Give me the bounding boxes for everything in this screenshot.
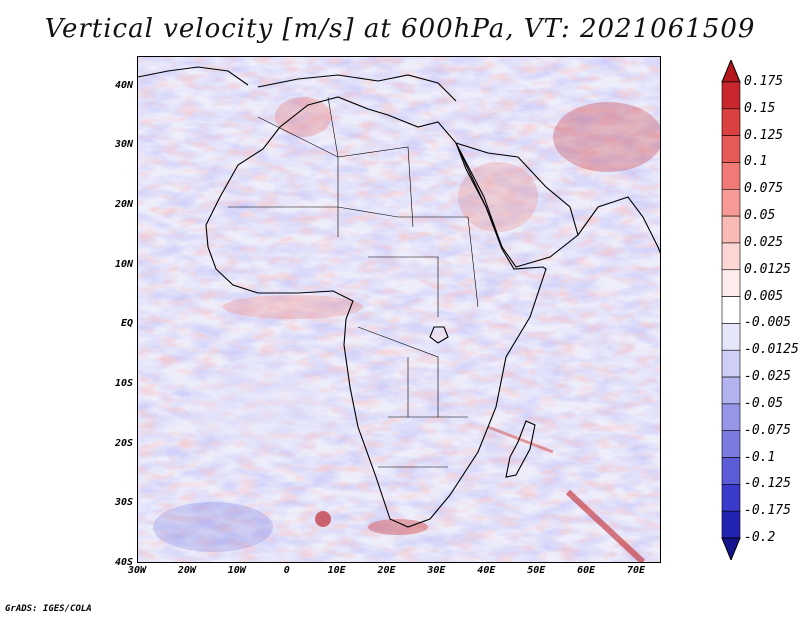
colorbar-tick-label: -0.2 [744,530,776,545]
lat-tick-label: 20N [114,199,133,211]
lat-tick-label: 40S [114,557,133,568]
lat-tick-label: 40N [114,79,133,91]
colorbar-segment [721,81,741,110]
colorbar-segment [721,162,741,190]
strong-velocity-features [153,97,660,562]
colorbar-segment [721,135,741,163]
colorbar-segment [721,242,741,271]
lon-tick-label: 30E [427,565,446,576]
lat-tick-label: EQ [120,318,133,330]
colorbar-segment [721,296,741,324]
lat-tick-label: 30S [114,497,133,509]
velocity-field-map [138,57,660,562]
lon-tick-label: 20E [377,565,396,576]
colorbar-min-arrow [721,537,741,560]
colorbar-max-arrow [721,60,741,83]
colorbar-tick-label: -0.1 [744,449,776,465]
colorbar-tick-label: 0.175 [744,74,784,89]
colorbar-tick-label: -0.0125 [744,342,799,358]
colorbar-segment [721,108,741,136]
colorbar-tick-label: 0.0125 [744,261,791,277]
lon-tick-label: 60E [577,565,596,576]
colorbar-tick-label: -0.075 [744,422,791,438]
country-borders [228,96,479,468]
colorbar-segment [721,323,741,351]
colorbar-tick-label: -0.125 [744,476,791,492]
lon-tick-label: 50E [527,565,546,576]
lake-victoria [429,326,449,344]
upward-velocity-texture [138,57,660,562]
colorbar-segment [721,484,741,512]
colorbar-segment [721,376,741,405]
lon-tick-label: 0 [283,565,290,576]
map-panel [137,56,661,563]
asia-coastline [577,196,660,254]
lat-tick-label: 20S [114,437,133,449]
mediterranean-coast [257,74,457,102]
lat-tick-label: 10S [114,378,133,390]
colorbar-tick-label: 0.075 [744,181,784,197]
arabia-coastline [454,142,579,268]
colorbar-segment [721,349,741,378]
lon-tick-label: 30W [127,565,147,576]
madagascar-coastline [505,420,536,478]
colorbar-tick-label: -0.005 [744,315,791,331]
plot-title: Vertical velocity [m/s] at 600hPa, VT: 2… [44,14,756,44]
colorbar-segment [721,510,741,539]
colorbar-segment [721,403,741,432]
colorbar-tick-label: 0.025 [744,234,784,250]
colorbar-segment [721,457,741,485]
colorbar-tick-label: 0.15 [744,100,776,116]
lon-tick-label: 40E [477,565,496,576]
colorbar-segment [721,430,741,458]
colorbar-tick-label: -0.025 [744,369,791,385]
lon-tick-label: 10E [327,565,346,576]
lon-tick-label: 70E [627,565,646,576]
coastlines [138,66,660,528]
colorbar-tick-label: 0.1 [744,154,768,170]
iberia-coastline [138,66,249,86]
colorbar-segment [721,215,741,244]
lon-tick-label: 20W [177,565,196,576]
lat-tick-label: 30N [114,139,133,151]
lon-tick-label: 10W [227,565,246,576]
africa-coastline [205,96,547,528]
colorbar-tick-label: 0.05 [744,208,776,224]
red-sea [455,142,503,248]
colorbar-tick-label: 0.125 [744,127,784,143]
colorbar-segment [721,188,741,217]
colorbar-tick-label: 0.005 [744,288,784,304]
colorbar-segment [721,269,741,297]
lat-tick-label: 10N [114,258,133,270]
grads-credit: GrADS: IGES/COLA [5,604,92,614]
colorbar-tick-label: -0.05 [744,395,784,411]
colorbar-tick-label: -0.175 [744,503,791,519]
colorbar [721,60,741,560]
